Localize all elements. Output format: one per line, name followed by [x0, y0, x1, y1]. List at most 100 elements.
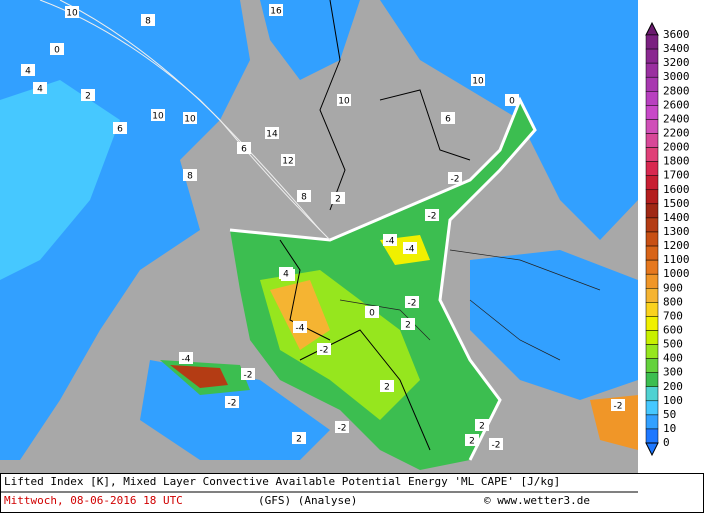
contour-label-bg: [183, 169, 197, 181]
contour-label-bg: [383, 234, 397, 246]
map: [0, 0, 638, 473]
contour-label-bg: [21, 64, 35, 76]
contour-label: 10: [66, 9, 78, 19]
contour-label: 8: [187, 172, 193, 182]
contour-label-bg: [441, 112, 455, 124]
contour-label-bg: [293, 321, 307, 333]
scale-label: 2000: [663, 141, 690, 154]
contour-label-bg: [141, 14, 155, 26]
contour-label-bg: [279, 267, 293, 279]
scale-band: [645, 76, 659, 92]
contour-label-bg: [292, 432, 306, 444]
scale-label: 300: [663, 366, 683, 379]
scale-label: 0: [663, 436, 670, 449]
contour-label-bg: [225, 396, 239, 408]
scale-label: 900: [663, 281, 683, 294]
contour-label: -4: [182, 355, 191, 365]
contour-label: 6: [445, 115, 451, 125]
scale-label: 1700: [663, 169, 690, 182]
cape-area: [260, 0, 360, 80]
scale-band: [645, 330, 659, 345]
contour-label: -2: [492, 441, 501, 451]
scale-band: [645, 414, 659, 430]
contour-label-bg: [403, 242, 417, 254]
contour-label: 16: [270, 7, 282, 17]
contour-label: 0: [369, 309, 375, 319]
scale-band: [645, 105, 659, 120]
contour-label-bg: [380, 380, 394, 392]
contour-label-bg: [241, 368, 255, 380]
scale-band: [645, 91, 659, 106]
contour-label: 12: [282, 157, 293, 167]
contour-label: -2: [244, 371, 253, 381]
contour-label: 2: [85, 92, 91, 102]
contour-label: -2: [320, 346, 329, 356]
contour-label: -4: [296, 324, 305, 334]
contour-label: 0: [54, 46, 60, 56]
scale-label: 1500: [663, 197, 690, 210]
contour-label: 2: [296, 435, 302, 445]
contour-label-bg: [281, 154, 295, 166]
contour-label: 2: [335, 195, 341, 205]
contour-label-bg: [337, 94, 351, 106]
scale-label: 2400: [663, 112, 690, 125]
cape-area: [470, 250, 638, 400]
scale-label: 1000: [663, 267, 690, 280]
scale-label: 3600: [663, 28, 690, 41]
coastline: [279, 0, 471, 451]
contour-label: -2: [451, 175, 460, 185]
scale-band: [645, 358, 659, 373]
zero-contour: [229, 96, 537, 461]
contour-label-bg: [113, 122, 127, 134]
contour-label-bg: [405, 296, 419, 308]
contour-label-bg: [401, 318, 415, 330]
scale-label: 3200: [663, 56, 690, 69]
contour-label-bg: [81, 89, 95, 101]
contour-label: -2: [428, 212, 437, 222]
contour-label: -2: [338, 424, 347, 434]
scale-label: 2600: [663, 98, 690, 111]
contour-label: 10: [152, 112, 164, 122]
cape-area: [170, 365, 228, 388]
scale-band: [645, 316, 659, 331]
scale-label: 1400: [663, 211, 690, 224]
scale-band: [645, 203, 659, 219]
contour-label-bg: [505, 94, 519, 106]
contour-label-bg: [151, 109, 165, 121]
contour-label: 4: [37, 85, 43, 95]
scale-band: [645, 119, 659, 134]
scale-band: [645, 428, 659, 444]
scale-label: 10: [663, 422, 676, 435]
cape-area: [230, 100, 535, 470]
contour-label-bg: [297, 190, 311, 202]
scale-band: [645, 175, 659, 191]
scale-band: [645, 48, 659, 64]
contour-label-bg: [265, 127, 279, 139]
scale-band: [645, 161, 659, 176]
scale-label: 200: [663, 380, 683, 393]
footer-date: Mittwoch, 08-06-2016 18 UTC: [4, 494, 183, 507]
contour-label: 10: [184, 115, 196, 125]
contour-label-bg: [471, 74, 485, 86]
contour-label-bg: [317, 343, 331, 355]
scale-band: [645, 372, 659, 387]
scale-label: 50: [663, 408, 676, 421]
scale-label: 600: [663, 323, 683, 336]
scale-bottom-arrow: [645, 442, 659, 457]
contour-label: -2: [408, 299, 417, 309]
scale-label: 800: [663, 295, 683, 308]
cape-area: [380, 0, 638, 240]
contour-label-bg: [331, 192, 345, 204]
footer-title: Lifted Index [K], Mixed Layer Convective…: [4, 475, 560, 488]
scale-band: [645, 400, 659, 416]
border: [339, 249, 601, 361]
contour-label: 4: [283, 270, 289, 280]
scale-band: [645, 133, 659, 148]
scale-band: [645, 62, 659, 78]
scale-band: [645, 189, 659, 205]
scale-top-arrow: [645, 21, 659, 36]
contour-label: 10: [472, 77, 484, 87]
scale-label: 400: [663, 352, 683, 365]
scale-label: 1800: [663, 155, 690, 168]
